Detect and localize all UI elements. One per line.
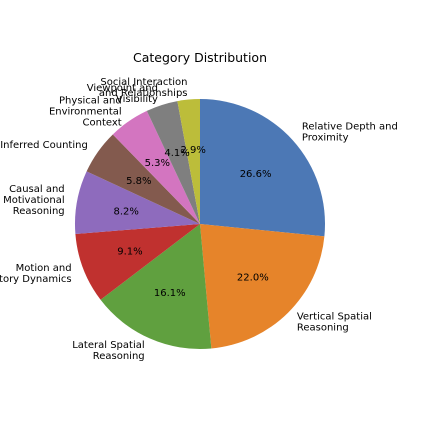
category-label-motion-and-trajectory-dynamics: Motion andTrajectory Dynamics [0, 263, 72, 285]
pie-slice-inferred-counting [86, 134, 200, 224]
pie-slice-physical-and-environmental-context [112, 110, 200, 224]
category-label-relative-depth-and-proximity: Relative Depth and Proximity [302, 122, 398, 144]
category-label-viewpoint-and-visibility: Viewpoint and Visibility [87, 83, 158, 105]
pie-slice-vertical-spatial-reasoning [200, 224, 325, 349]
percent-label-social-interaction-and-relationships: 2.9% [180, 145, 205, 156]
pie-slice-relative-depth-and-proximity [200, 99, 325, 237]
pie-slice-lateral-spatial-reasoning [100, 224, 212, 349]
percent-label-lateral-spatial-reasoning: 16.1% [154, 288, 186, 299]
pie-slice-causal-and-motivational-reasoning [75, 171, 200, 234]
chart-title: Category Distribution [133, 50, 267, 65]
pie-slice-motion-and-trajectory-dynamics [75, 224, 200, 300]
percent-label-physical-and-environmental-context: 5.3% [145, 158, 170, 169]
category-label-vertical-spatial-reasoning: Vertical Spatial Reasoning [297, 312, 372, 334]
percent-label-viewpoint-and-visibility: 4.1% [164, 148, 189, 159]
percent-label-inferred-counting: 5.8% [126, 176, 151, 187]
category-label-causal-and-motivational-reasoning: Causal and Motivational Reasoning [3, 184, 65, 217]
category-label-lateral-spatial-reasoning: Lateral Spatial Reasoning [72, 340, 144, 362]
category-label-inferred-counting: Inferred Counting [0, 140, 88, 151]
category-label-physical-and-environmental-context: Physical and Environmental Context [49, 95, 122, 128]
percent-label-motion-and-trajectory-dynamics: 9.1% [117, 246, 142, 257]
percent-label-causal-and-motivational-reasoning: 8.2% [113, 206, 138, 217]
percent-label-vertical-spatial-reasoning: 22.0% [237, 273, 269, 284]
pie-slices [75, 99, 325, 349]
pie-slice-social-interaction-and-relationships [177, 99, 200, 224]
category-labels: Relative Depth and Proximity Vertical Spat… [0, 77, 398, 362]
percent-label-relative-depth-and-proximity: 26.6% [240, 169, 272, 180]
percent-labels: 26.6% 22.0% 16.1% 9.1% 8.2% 5.8% 5.3%4.1%2.9% [113, 145, 271, 299]
pie-slice-viewpoint-and-visibility [146, 101, 200, 224]
category-label-social-interaction-and-relationships: Social Interaction and Relationships [99, 77, 188, 99]
